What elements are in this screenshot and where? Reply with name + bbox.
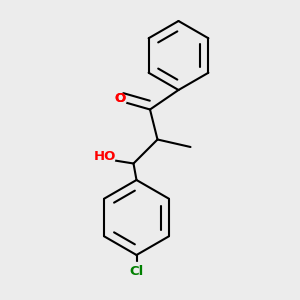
Circle shape	[92, 146, 115, 169]
Text: HO: HO	[94, 149, 116, 163]
Text: Cl: Cl	[129, 265, 144, 278]
Text: O: O	[114, 92, 126, 105]
Text: O: O	[114, 92, 126, 105]
Circle shape	[111, 93, 126, 108]
Circle shape	[128, 262, 146, 280]
